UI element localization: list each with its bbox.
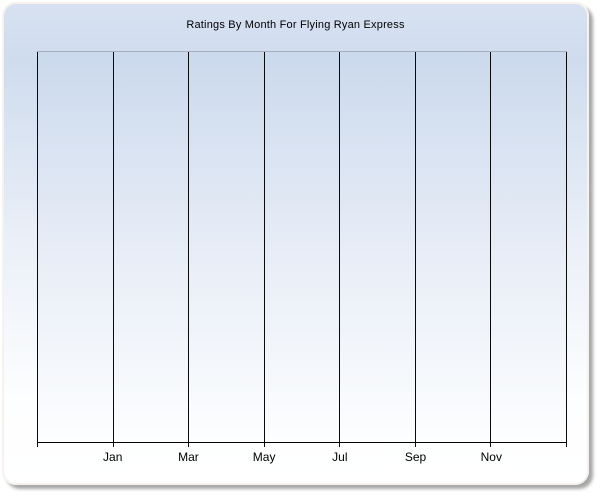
chart-panel: Ratings By Month For Flying Ryan Express…: [2, 2, 589, 485]
x-tick-label: Mar: [178, 450, 199, 464]
plot-area: Jan Mar May Jul Sep Nov: [37, 51, 567, 464]
x-axis-line: [37, 442, 567, 443]
gridline: [37, 52, 38, 447]
gridline: [112, 52, 114, 447]
x-tick-label: Jan: [103, 450, 123, 464]
gridline: [490, 52, 492, 447]
x-axis-labels: Jan Mar May Jul Sep Nov: [37, 443, 567, 464]
gridline: [414, 52, 416, 447]
gridline: [263, 52, 265, 447]
x-tick-label: Nov: [480, 450, 502, 464]
x-tick-label: Sep: [404, 450, 427, 464]
x-tick-label: May: [252, 450, 276, 464]
gridline: [188, 52, 190, 447]
chart-title: Ratings By Month For Flying Ryan Express: [186, 19, 405, 31]
x-tick-label: Jul: [332, 450, 348, 464]
gridline: [566, 52, 567, 447]
gridline: [339, 52, 341, 447]
